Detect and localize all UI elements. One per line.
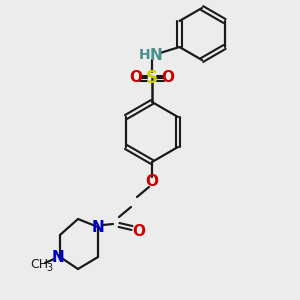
Text: O: O — [130, 70, 142, 86]
Text: CH: CH — [30, 259, 48, 272]
Text: O: O — [146, 175, 158, 190]
Text: 3: 3 — [46, 263, 52, 273]
Text: H: H — [139, 48, 151, 62]
Text: S: S — [146, 69, 158, 87]
Text: O: O — [133, 224, 146, 238]
Text: N: N — [150, 47, 162, 62]
Text: N: N — [52, 250, 64, 265]
Text: N: N — [92, 220, 104, 235]
Text: O: O — [161, 70, 175, 86]
